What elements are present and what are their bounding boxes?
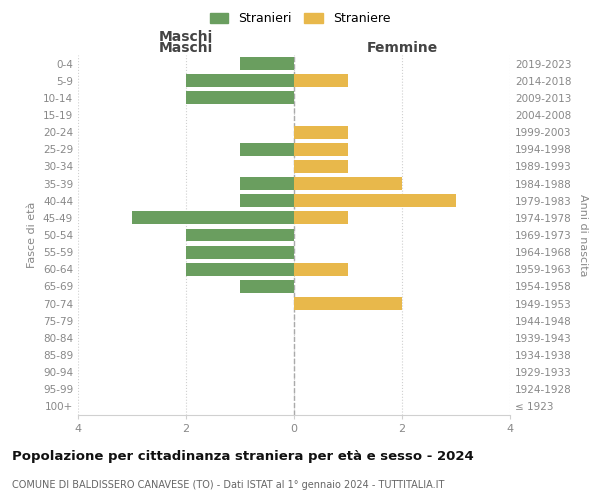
- Bar: [240, 143, 294, 156]
- Bar: [240, 194, 294, 207]
- Bar: [186, 74, 294, 87]
- Text: Femmine: Femmine: [367, 41, 437, 55]
- Bar: [240, 280, 294, 293]
- Text: Popolazione per cittadinanza straniera per età e sesso - 2024: Popolazione per cittadinanza straniera p…: [12, 450, 474, 463]
- Bar: [132, 212, 294, 224]
- Bar: [294, 177, 402, 190]
- Bar: [294, 263, 348, 276]
- Text: Maschi: Maschi: [159, 30, 213, 44]
- Bar: [186, 92, 294, 104]
- Y-axis label: Fasce di età: Fasce di età: [28, 202, 37, 268]
- Bar: [294, 126, 348, 138]
- Y-axis label: Anni di nascita: Anni di nascita: [578, 194, 588, 276]
- Text: Maschi: Maschi: [159, 41, 213, 55]
- Bar: [186, 263, 294, 276]
- Bar: [240, 177, 294, 190]
- Bar: [294, 143, 348, 156]
- Legend: Stranieri, Straniere: Stranieri, Straniere: [206, 8, 394, 29]
- Bar: [294, 212, 348, 224]
- Bar: [294, 194, 456, 207]
- Bar: [186, 228, 294, 241]
- Text: COMUNE DI BALDISSERO CANAVESE (TO) - Dati ISTAT al 1° gennaio 2024 - TUTTITALIA.: COMUNE DI BALDISSERO CANAVESE (TO) - Dat…: [12, 480, 445, 490]
- Bar: [294, 297, 402, 310]
- Bar: [294, 74, 348, 87]
- Bar: [294, 160, 348, 173]
- Bar: [240, 57, 294, 70]
- Bar: [186, 246, 294, 258]
